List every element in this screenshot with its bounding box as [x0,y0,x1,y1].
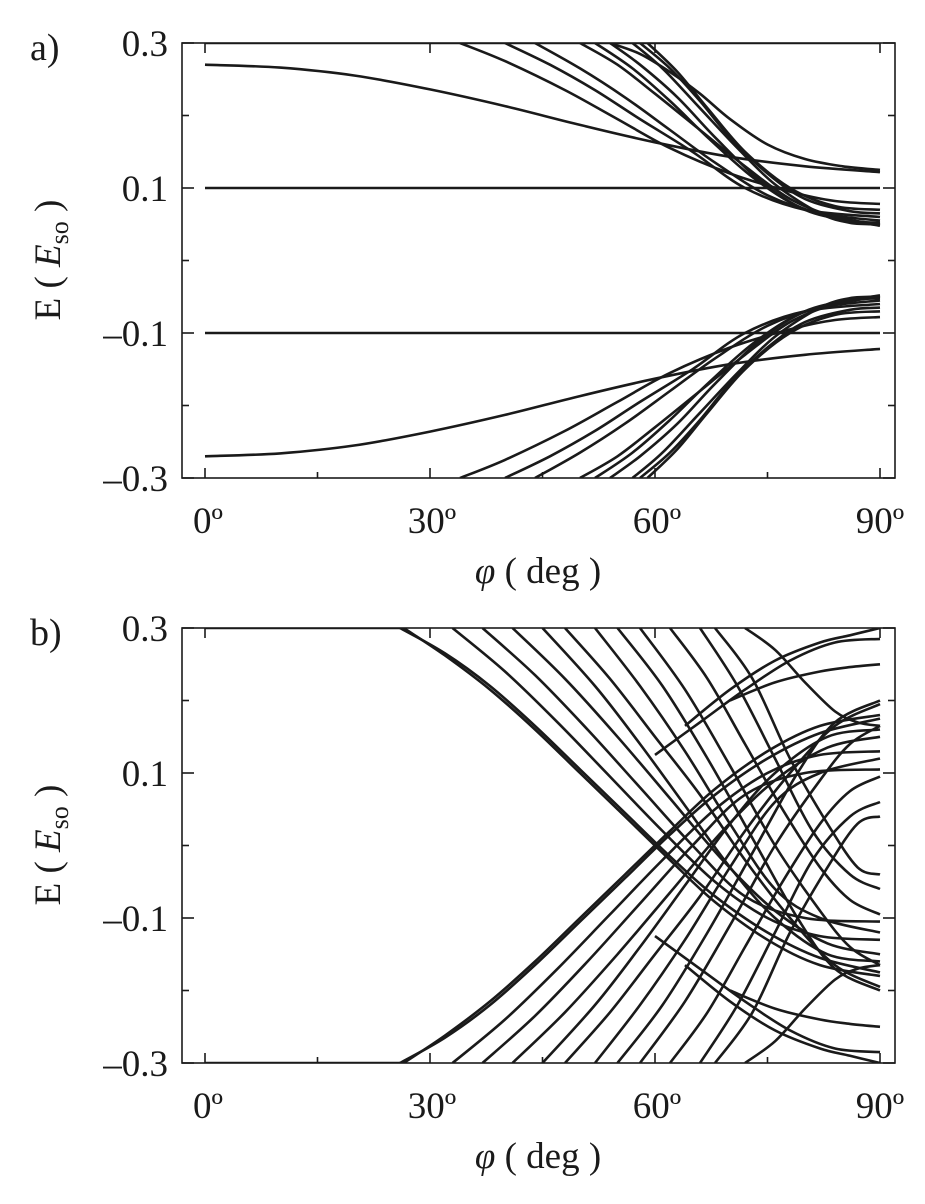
panel-a-ytick-label: –0.3 [102,459,168,500]
panel-b-energy-level-line [399,717,881,1063]
svg-text:E ( Eso ): E ( Eso ) [28,200,74,321]
panel-a-series-group [204,43,881,478]
panel-b-xtick-label: 60º [633,1086,681,1127]
panel-a-xtick-label: 30º [408,501,456,542]
panel-a-ytick-label: –0.1 [102,314,168,355]
panel-b-axes-frame [181,627,896,1064]
panel-a-ytick-label: 0.3 [122,24,168,65]
panel-a-energy-level-line [459,315,881,478]
panel-b-energy-level-line [593,757,881,1063]
panel-b-energy-level-line [698,628,881,891]
panel-b-y-label: E ( Eso ) [28,785,74,906]
panel-a-letter: a) [30,27,60,69]
panel-b-xtick-label: 0º [193,1086,223,1127]
panel-b-energy-level-line [713,815,881,1063]
panel-a-ticks [182,42,895,479]
panel-b-energy-level-line [451,750,881,1063]
panel-b-energy-level-line [511,735,881,1063]
panel-a-plot-area [181,42,896,479]
panel-a-energy-level-line [609,43,881,172]
panel-a-energy-level-line [609,296,881,478]
panel-a-y-label-sub: so [45,221,74,244]
panel-b-series-group [205,628,881,1063]
panel-a-axes-frame [181,42,896,479]
panel-b-ytick-label: –0.1 [102,899,168,940]
panel-a-energy-level-line [646,43,881,212]
panel-b-y-label-prefix: E [28,883,69,906]
panel-a-energy-level-line [504,43,881,219]
panel-a-y-label-symbol: E [28,244,69,268]
panel-a-xtick-label: 0º [193,501,223,542]
panel-a-energy-level-line [534,299,881,478]
panel-a-energy-level-line [609,43,881,225]
panel-b-ytick-label: 0.3 [122,609,168,650]
panel-b-energy-level-line [403,713,881,1063]
panel-b-energy-level-line [399,628,881,974]
panel-b-xtick-label: 30º [408,1086,456,1127]
svg-text:E ( Eso ): E ( Eso ) [28,785,74,906]
panel-a-y-label-prefix: E [28,298,69,321]
panel-b-energy-level-line [511,628,881,956]
panel-a-energy-level-line [504,302,881,478]
panel-a-y-label: E ( Eso ) [28,200,74,321]
panel-b-ytick-label: –0.3 [102,1044,168,1085]
panel-b-energy-level-line [451,628,881,942]
panel-b-ytick-label: 0.1 [122,754,168,795]
panel-a-xtick-label: 60º [633,501,681,542]
panel-b-x-label-symbol: φ [475,1136,495,1177]
panel-b-x-label-unit: deg [526,1136,579,1177]
panel-b-energy-level-line [668,775,881,1063]
panel-b-energy-level-line [593,628,881,934]
panel-a: a) E ( Eso ) 0.3 0.1 –0.1 –0.3 0º 30º 60… [28,24,904,592]
panel-a-energy-level-line [204,63,881,174]
panel-b-xtick-label: 90º [856,1086,904,1127]
panel-b-energy-level-line [654,637,881,756]
panel-b-energy-level-line [403,628,881,978]
panel-b-energy-level-line [616,699,881,1063]
panel-b-energy-level-line [729,989,881,1029]
panel-b-energy-level-line [713,628,881,876]
panel-a-energy-level-line [631,43,881,226]
panel-b-ticks [182,627,895,1064]
panel-a-energy-level-line [459,43,881,206]
panel-b-energy-level-line [698,800,881,1063]
panel-a-energy-level-line [631,295,881,478]
panel-a-energy-level-line [204,347,881,458]
panel-a-x-label: φ ( deg ) [475,551,601,592]
panel-b-y-label-sub: so [45,806,74,829]
panel-a-energy-level-line [646,310,881,478]
panel-b-energy-level-line [684,964,881,1063]
panel-b-energy-level-line [744,963,881,1063]
panel-b-energy-level-line [668,628,881,916]
panel-b: b) E ( Eso ) 0.3 0.1 –0.1 –0.3 0º 30º 60… [28,609,904,1177]
panel-b-energy-level-line [564,702,881,1063]
panel-a-xtick-label: 90º [856,501,904,542]
panel-a-x-label-unit: deg [526,551,579,592]
panel-a-x-label-symbol: φ [475,551,495,592]
panel-a-energy-level-line [594,43,881,226]
panel-b-y-label-symbol: E [28,829,69,853]
panel-b-energy-level-line [616,628,881,992]
panel-b-energy-level-line [638,628,881,967]
panel-b-energy-level-line [729,663,881,702]
panel-b-x-label: φ ( deg ) [475,1136,601,1177]
panel-b-energy-level-line [684,628,881,727]
panel-a-energy-level-line [594,295,881,478]
panel-b-energy-level-line [744,628,881,728]
panel-a-ytick-label: 0.1 [122,169,168,210]
panel-b-plot-area [181,627,896,1064]
panel-a-energy-level-line [534,43,881,222]
panel-b-letter: b) [30,612,62,654]
panel-b-energy-level-line [564,628,881,989]
panel-b-energy-level-line [638,724,881,1063]
panel-b-energy-level-line [654,935,881,1054]
